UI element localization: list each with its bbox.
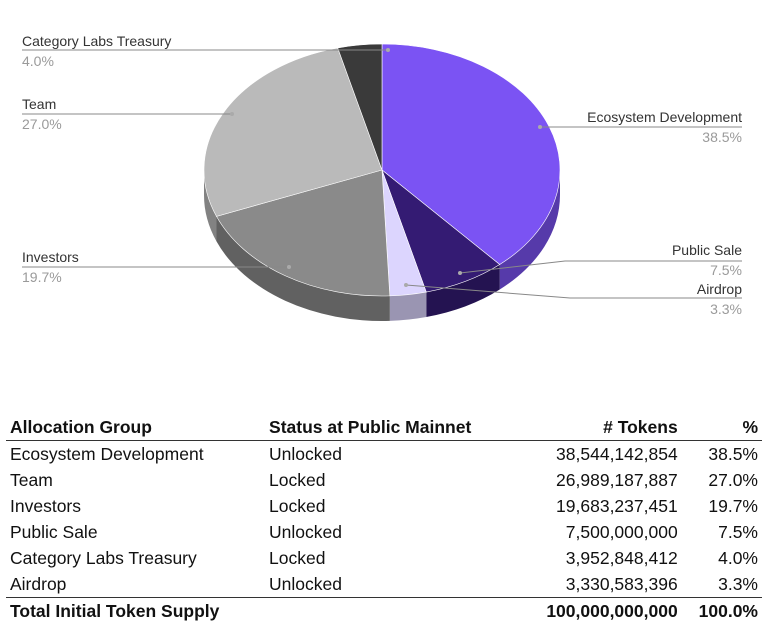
leader-dot	[538, 125, 542, 129]
cell-percent: 4.0%	[718, 547, 758, 568]
slice-side	[426, 264, 500, 318]
cell-percent: 27.0%	[708, 469, 758, 490]
slice-percent: 19.7%	[22, 269, 62, 285]
table-row: Airdrop Unlocked 3,330,583,396 3.3%	[6, 571, 762, 598]
leader-dot	[287, 265, 291, 269]
cell-group: Airdrop	[10, 573, 67, 594]
slice-percent: 27.0%	[22, 116, 62, 132]
cell-status	[265, 597, 516, 624]
slice-percent: 3.3%	[710, 301, 742, 317]
header-status: Status at Public Mainnet	[265, 414, 516, 441]
cell-status: Locked	[269, 547, 326, 568]
table-row: Team Locked 26,989,187,887 27.0%	[6, 467, 762, 493]
slice-label: Investors	[22, 249, 79, 265]
slice-label: Airdrop	[696, 281, 742, 297]
cell-percent: 38.5%	[708, 443, 758, 464]
header-tokens: # Tokens	[515, 414, 682, 441]
cell-status: Unlocked	[269, 521, 342, 542]
label-team: Team 27.0%	[22, 94, 62, 134]
pie-slice	[337, 43, 383, 171]
slice-side	[499, 170, 560, 290]
header-percent: %	[681, 414, 762, 441]
leader-dot	[404, 283, 408, 287]
cell-tokens: 3,952,848,412	[565, 547, 678, 568]
table-row: Ecosystem Development Unlocked 38,544,142,…	[6, 441, 762, 468]
label-investors: Investors 19.7%	[22, 247, 79, 287]
leader-line	[459, 260, 742, 274]
cell-percent: 3.3%	[718, 573, 758, 594]
cell-status: Locked	[269, 495, 326, 516]
slice-percent: 7.5%	[710, 262, 742, 278]
pie-chart	[22, 43, 742, 321]
header-group: Allocation Group	[6, 414, 266, 441]
cell-tokens: 100,000,000,000	[515, 597, 682, 624]
cell-group: Ecosystem Development	[10, 443, 204, 464]
label-ecosystem-development: Ecosystem Development 38.5%	[587, 107, 742, 147]
label-category-labs-treasury: Category Labs Treasury 4.0%	[22, 31, 171, 71]
cell-tokens: 7,500,000,000	[565, 521, 678, 542]
leader-dot	[458, 271, 462, 275]
table-row: Investors Locked 19,683,237,451 19.7%	[6, 493, 762, 519]
cell-group: Total Initial Token Supply	[6, 597, 266, 624]
cell-group: Public Sale	[10, 521, 98, 542]
table-row: Category Labs Treasury Locked 3,952,848,41…	[6, 545, 762, 571]
pie-slice	[203, 47, 383, 217]
cell-status: Locked	[269, 469, 326, 490]
cell-tokens: 26,989,187,887	[556, 469, 678, 490]
cell-tokens: 3,330,583,396	[565, 573, 678, 594]
label-airdrop: Airdrop 3.3%	[697, 279, 742, 319]
slice-side	[389, 292, 427, 321]
total-row: Total Initial Token Supply 100,000,000,00…	[6, 597, 762, 624]
cell-status: Unlocked	[269, 443, 342, 464]
slice-percent: 4.0%	[22, 53, 54, 69]
cell-group: Investors	[10, 495, 81, 516]
table-row: Public Sale Unlocked 7,500,000,000 7.5%	[6, 519, 762, 545]
slice-label: Category Labs Treasury	[22, 33, 172, 49]
slice-label: Ecosystem Development	[587, 109, 742, 125]
allocation-table: Allocation Group Status at Public Mainne…	[6, 414, 762, 624]
pie-slice	[216, 169, 391, 297]
slice-side	[216, 216, 390, 321]
slice-label: Team	[22, 96, 57, 112]
leader-dot	[230, 112, 234, 116]
leader-line	[405, 284, 742, 299]
leader-dot	[386, 48, 390, 52]
cell-percent: 7.5%	[718, 521, 758, 542]
cell-group: Team	[10, 469, 53, 490]
slice-label: Public Sale	[671, 242, 742, 258]
cell-tokens: 38,544,142,854	[556, 443, 678, 464]
pie-slice	[381, 43, 561, 265]
slice-side	[204, 170, 217, 242]
cell-percent: 100.0%	[681, 597, 762, 624]
cell-status: Unlocked	[269, 573, 342, 594]
cell-tokens: 19,683,237,451	[556, 495, 678, 516]
label-public-sale: Public Sale 7.5%	[672, 240, 742, 280]
cell-percent: 19.7%	[708, 495, 758, 516]
slice-percent: 38.5%	[702, 129, 742, 145]
cell-group: Category Labs Treasury	[10, 547, 197, 568]
table-header-row: Allocation Group Status at Public Mainne…	[6, 414, 762, 441]
